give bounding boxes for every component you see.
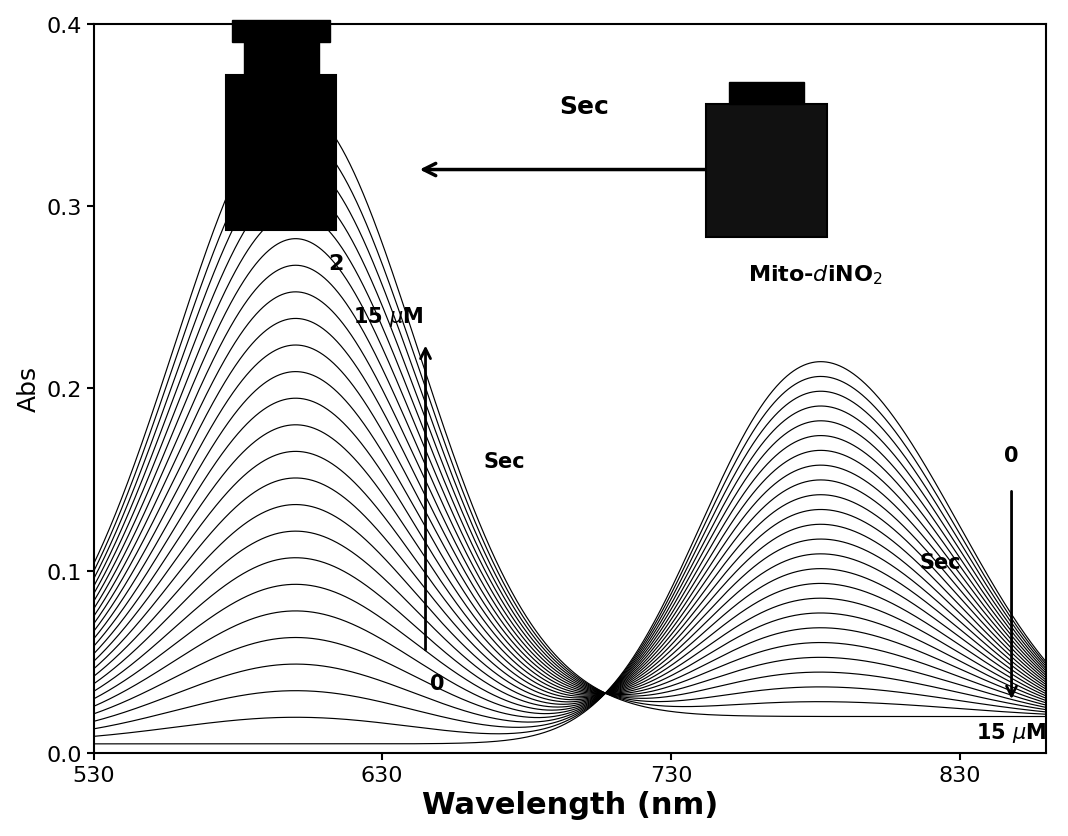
X-axis label: Wavelength (nm): Wavelength (nm)	[422, 790, 718, 819]
Bar	[226, 75, 336, 231]
Bar	[244, 43, 318, 75]
Text: 15 $\mu$M: 15 $\mu$M	[352, 305, 423, 329]
Y-axis label: Abs: Abs	[17, 366, 41, 412]
Text: 0: 0	[429, 673, 444, 693]
Bar	[706, 104, 827, 237]
Text: 2: 2	[328, 254, 344, 274]
Bar	[728, 83, 804, 104]
Bar	[232, 21, 330, 43]
Text: 0: 0	[1004, 446, 1019, 466]
Text: Sec: Sec	[560, 95, 609, 120]
Text: 15 $\mu$M: 15 $\mu$M	[976, 721, 1047, 744]
Text: Sec: Sec	[483, 451, 524, 472]
Text: Sec: Sec	[920, 552, 961, 572]
Text: Mito-$\it{d}$iNO$_2$: Mito-$\it{d}$iNO$_2$	[748, 263, 882, 287]
